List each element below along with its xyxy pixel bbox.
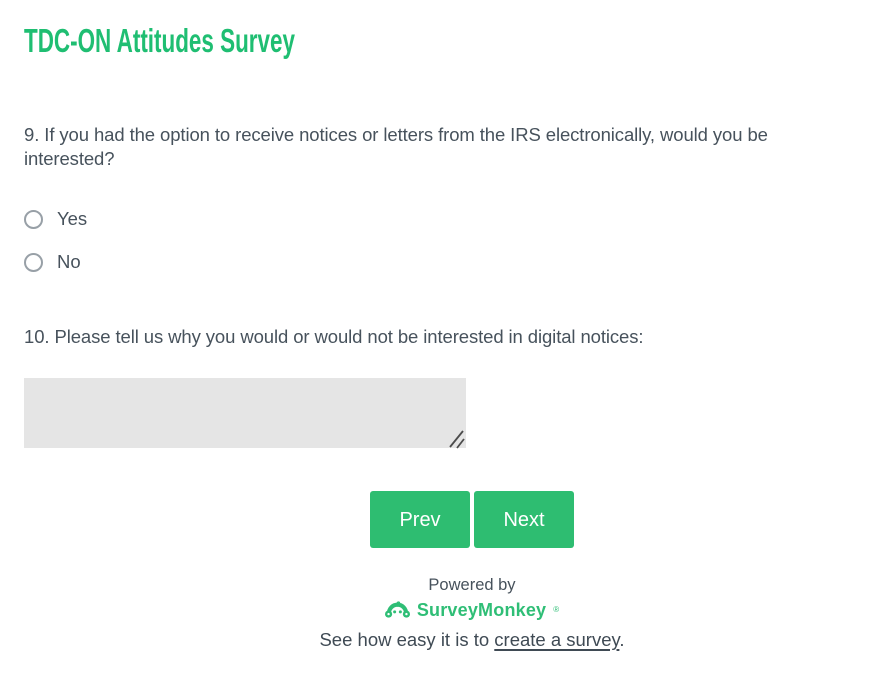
survey-title: TDC-ON Attitudes Survey [24,22,295,59]
surveymonkey-logo[interactable]: SurveyMonkey ® [0,599,880,621]
textarea-resize-handle-icon[interactable] [448,429,466,449]
footer: Powered by SurveyMonkey ® See how easy it… [0,575,880,652]
question-9-text: If you had the option to receive notices… [24,124,768,169]
radio-option-yes-label[interactable]: Yes [57,208,88,229]
prev-button[interactable]: Prev [370,491,470,548]
next-button[interactable]: Next [474,491,574,548]
question-9-number: 9. [24,124,40,145]
question-10-text: Please tell us why you would or would no… [54,326,644,347]
surveymonkey-wordmark[interactable]: SurveyMonkey [416,600,547,620]
tagline-prefix: See how easy it is to [319,629,495,650]
create-a-survey-link[interactable]: create a survey [494,629,620,650]
nav-buttons: Prev Next [370,491,574,548]
radio-circle-icon[interactable] [24,252,43,272]
radio-circle-icon[interactable] [24,209,43,229]
q10-answer-textarea[interactable] [24,378,466,448]
registered-trademark: ® [553,605,560,614]
powered-by-text: Powered by [428,576,516,594]
question-10: 10. Please tell us why you would or woul… [24,325,864,349]
surveymonkey-monkey-icon [384,600,410,618]
radio-option-yes[interactable]: Yes [24,208,87,230]
question-10-number: 10. [24,326,50,347]
footer-tagline: See how easy it is to create a survey. [0,628,880,652]
radio-option-no[interactable]: No [24,251,81,273]
radio-option-no-label[interactable]: No [57,251,81,272]
question-9: 9. If you had the option to receive noti… [24,123,856,171]
tagline-suffix: . [619,629,625,650]
